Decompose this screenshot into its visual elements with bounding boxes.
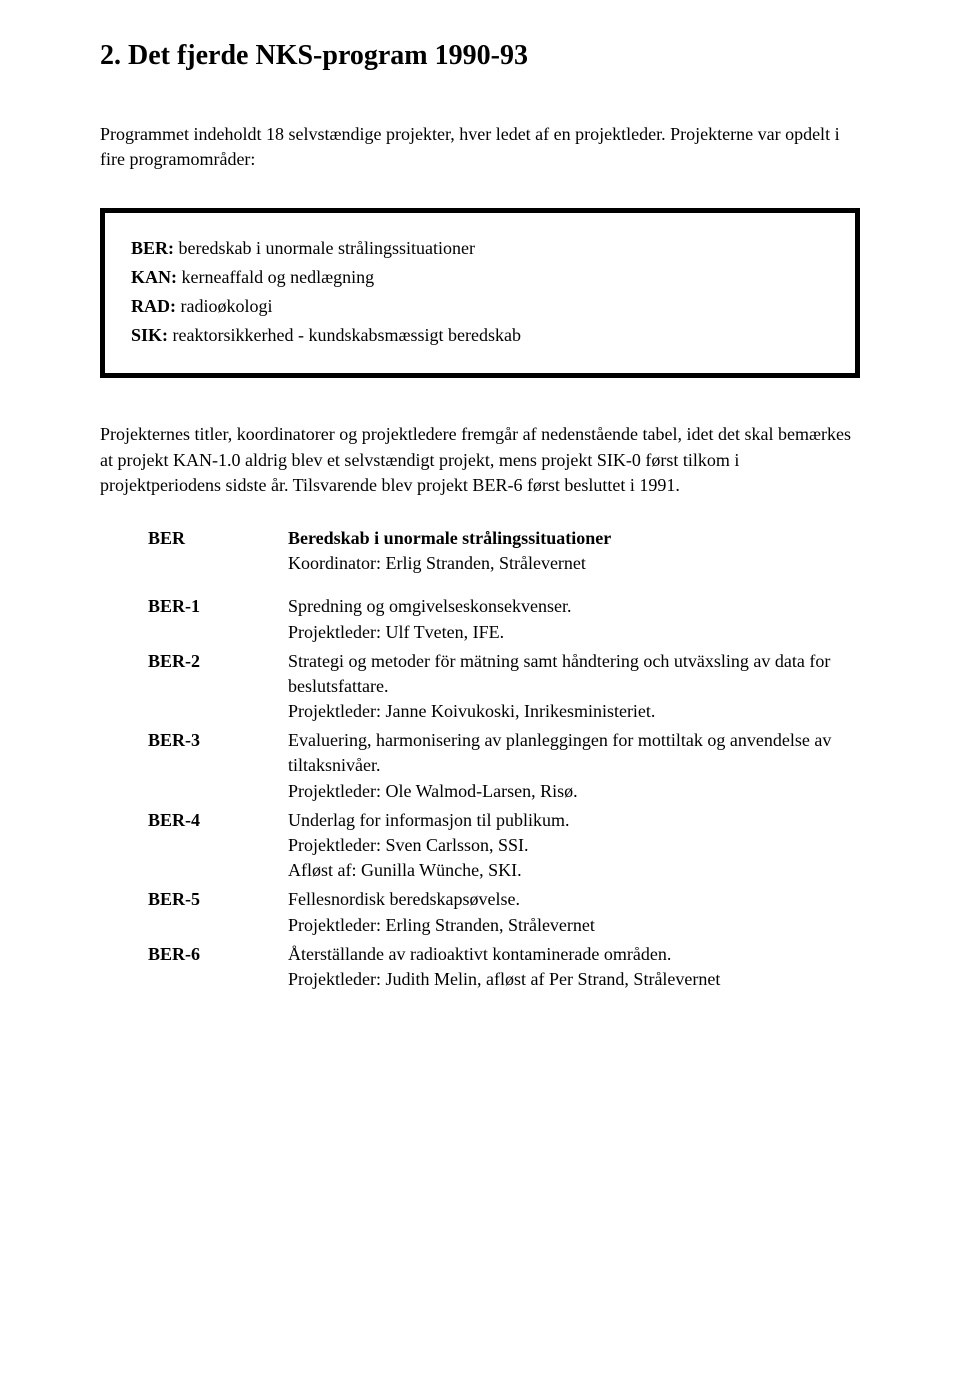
body-paragraph: Projekternes titler, koordinatorer og pr… bbox=[100, 422, 860, 498]
entry-body: Strategi og metoder för mätning samt hån… bbox=[288, 649, 860, 725]
definition-box: BER: beredskab i unormale strålingssitua… bbox=[100, 208, 860, 378]
def-text: radioøkologi bbox=[176, 296, 273, 316]
entry-title: Beredskab i unormale strålingssituatione… bbox=[288, 526, 860, 551]
entry-row: BER-4 Underlag for informasjon til publi… bbox=[148, 808, 860, 884]
entry-list: BER Beredskab i unormale strålingssituat… bbox=[100, 526, 860, 992]
entry-body: Evaluering, harmonisering av planlegging… bbox=[288, 728, 860, 804]
entry-text: Afløst af: Gunilla Wünche, SKI. bbox=[288, 858, 860, 883]
entry-row: BER-1 Spredning og omgivelseskonsekvense… bbox=[148, 594, 860, 644]
entry-text: Underlag for informasjon til publikum. bbox=[288, 808, 860, 833]
intro-paragraph: Programmet indeholdt 18 selvstændige pro… bbox=[100, 122, 860, 172]
def-text: kerneaffald og nedlægning bbox=[177, 267, 374, 287]
entry-code: BER-5 bbox=[148, 887, 288, 912]
def-code: RAD: bbox=[131, 296, 176, 316]
definition-line: SIK: reaktorsikkerhed - kundskabsmæssigt… bbox=[131, 322, 829, 349]
entry-text: Projektleder: Sven Carlsson, SSI. bbox=[288, 833, 860, 858]
entry-row: BER-5 Fellesnordisk beredskapsøvelse. Pr… bbox=[148, 887, 860, 937]
entry-text: Projektleder: Erling Stranden, Strålever… bbox=[288, 913, 860, 938]
entry-code: BER bbox=[148, 526, 288, 551]
entry-row: BER-6 Återställande av radioaktivt konta… bbox=[148, 942, 860, 992]
entry-body: Spredning og omgivelseskonsekvenser. Pro… bbox=[288, 594, 860, 644]
page-heading: 2. Det fjerde NKS-program 1990-93 bbox=[100, 40, 860, 72]
entry-text: Projektleder: Janne Koivukoski, Inrikesm… bbox=[288, 699, 860, 724]
entry-code: BER-6 bbox=[148, 942, 288, 967]
def-text: beredskab i unormale strålingssituatione… bbox=[174, 238, 475, 258]
def-text: reaktorsikkerhed - kundskabsmæssigt bere… bbox=[168, 325, 521, 345]
entry-body: Återställande av radioaktivt kontaminera… bbox=[288, 942, 860, 992]
def-code: SIK: bbox=[131, 325, 168, 345]
entry-text: Strategi og metoder för mätning samt hån… bbox=[288, 649, 860, 699]
entry-code: BER-1 bbox=[148, 594, 288, 619]
entry-text: Evaluering, harmonisering av planlegging… bbox=[288, 728, 860, 778]
entry-body: Beredskab i unormale strålingssituatione… bbox=[288, 526, 860, 576]
entry-text: Koordinator: Erlig Stranden, Stråleverne… bbox=[288, 551, 860, 576]
entry-text: Återställande av radioaktivt kontaminera… bbox=[288, 942, 860, 967]
entry-text: Fellesnordisk beredskapsøvelse. bbox=[288, 887, 860, 912]
def-code: BER: bbox=[131, 238, 174, 258]
entry-code: BER-2 bbox=[148, 649, 288, 674]
definition-line: KAN: kerneaffald og nedlægning bbox=[131, 264, 829, 291]
entry-row: BER-2 Strategi og metoder för mätning sa… bbox=[148, 649, 860, 725]
entry-code: BER-3 bbox=[148, 728, 288, 753]
spacer bbox=[148, 580, 860, 594]
page-container: 2. Det fjerde NKS-program 1990-93 Progra… bbox=[0, 0, 960, 1076]
definition-line: RAD: radioøkologi bbox=[131, 293, 829, 320]
entry-text: Projektleder: Ole Walmod-Larsen, Risø. bbox=[288, 779, 860, 804]
entry-text: Spredning og omgivelseskonsekvenser. bbox=[288, 594, 860, 619]
entry-row: BER-3 Evaluering, harmonisering av planl… bbox=[148, 728, 860, 804]
entry-text: Projektleder: Judith Melin, afløst af Pe… bbox=[288, 967, 860, 992]
entry-text: Projektleder: Ulf Tveten, IFE. bbox=[288, 620, 860, 645]
def-code: KAN: bbox=[131, 267, 177, 287]
entry-body: Fellesnordisk beredskapsøvelse. Projektl… bbox=[288, 887, 860, 937]
entry-row: BER Beredskab i unormale strålingssituat… bbox=[148, 526, 860, 576]
definition-line: BER: beredskab i unormale strålingssitua… bbox=[131, 235, 829, 262]
entry-code: BER-4 bbox=[148, 808, 288, 833]
entry-body: Underlag for informasjon til publikum. P… bbox=[288, 808, 860, 884]
